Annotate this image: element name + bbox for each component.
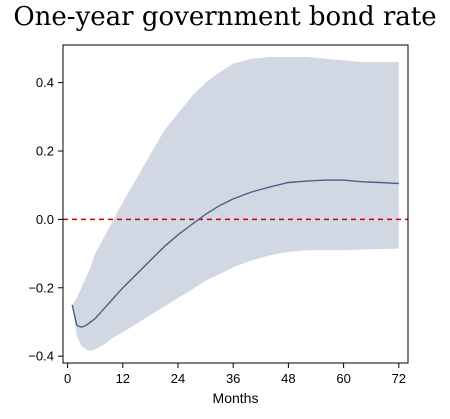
x-tick-label: 12 <box>116 371 130 386</box>
y-tick-label: −0.4 <box>28 349 54 364</box>
y-tick-label: 0.0 <box>36 212 54 227</box>
chart-title: One-year government bond rate <box>13 2 437 32</box>
x-tick-label: 72 <box>392 371 406 386</box>
x-tick-label: 48 <box>281 371 295 386</box>
plot-frame <box>62 44 409 364</box>
x-tick-label: 36 <box>226 371 240 386</box>
impulse-response-line <box>71 179 399 328</box>
confidence-band <box>72 57 399 351</box>
y-tick-label: 0.4 <box>36 75 54 90</box>
y-tick-label: 0.2 <box>36 144 54 159</box>
x-tick-label: 0 <box>64 371 71 386</box>
x-tick-label: 24 <box>171 371 185 386</box>
plot-area <box>63 57 408 351</box>
axes: 0 12 24 36 48 60 72 −0.4 −0.2 0.0 0.2 0.4 <box>28 75 406 386</box>
x-axis-label: Months <box>213 390 259 406</box>
x-tick-label: 60 <box>336 371 350 386</box>
y-tick-label: −0.2 <box>28 280 54 295</box>
